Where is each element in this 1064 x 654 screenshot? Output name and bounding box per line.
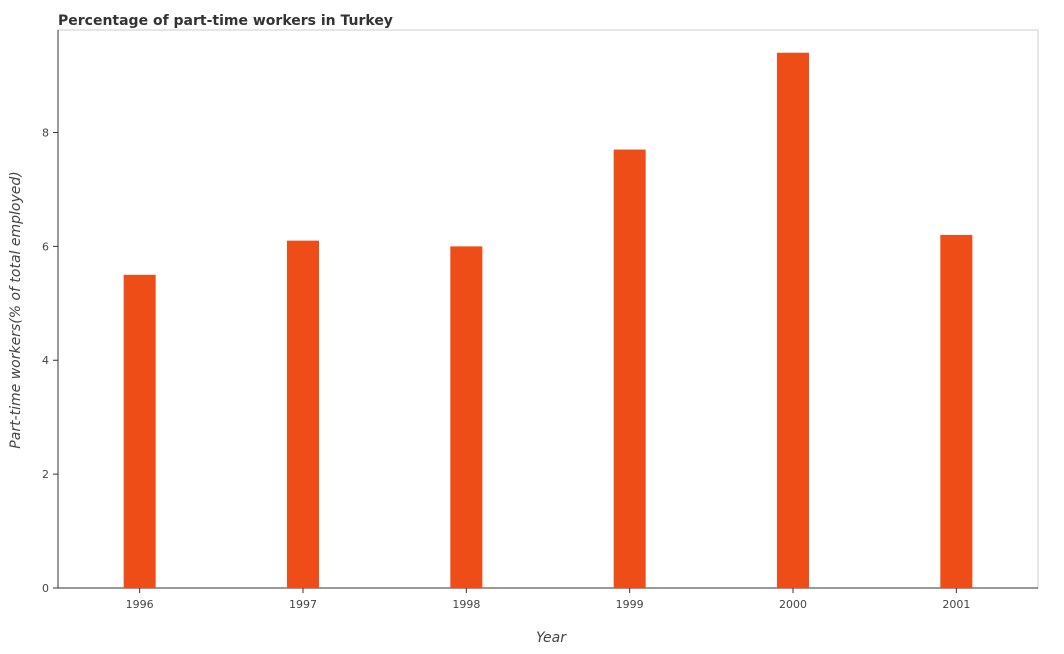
y-tick-label: 0	[42, 582, 49, 595]
x-axis-title: Year	[536, 630, 567, 646]
x-tick-label: 2001	[942, 598, 970, 611]
bar-1996	[123, 274, 156, 588]
y-tick-label: 2	[42, 468, 49, 481]
plot-border	[57, 29, 1039, 589]
y-axis-title: Part-time workers(% of total employed)	[8, 171, 24, 448]
chart-title: Percentage of part-time workers in Turke…	[58, 13, 393, 29]
plot-area: 0 2 4 6 8 1996 1997 1998 1999 2000 2001	[42, 29, 1039, 611]
x-tick-label: 2000	[779, 598, 807, 611]
bar-2000	[777, 52, 809, 588]
y-tick-label: 4	[42, 354, 49, 367]
x-tick-label: 1999	[616, 598, 644, 611]
y-tick-label: 6	[42, 240, 49, 253]
y-tick-label: 8	[42, 126, 49, 139]
bar-1997	[287, 240, 319, 588]
bar-1999	[613, 149, 646, 589]
x-tick-label: 1997	[289, 598, 317, 611]
x-tick-label: 1996	[126, 598, 154, 611]
x-tick-label: 1998	[452, 598, 480, 611]
bar-2001	[940, 234, 973, 588]
bar-1998	[450, 246, 483, 588]
